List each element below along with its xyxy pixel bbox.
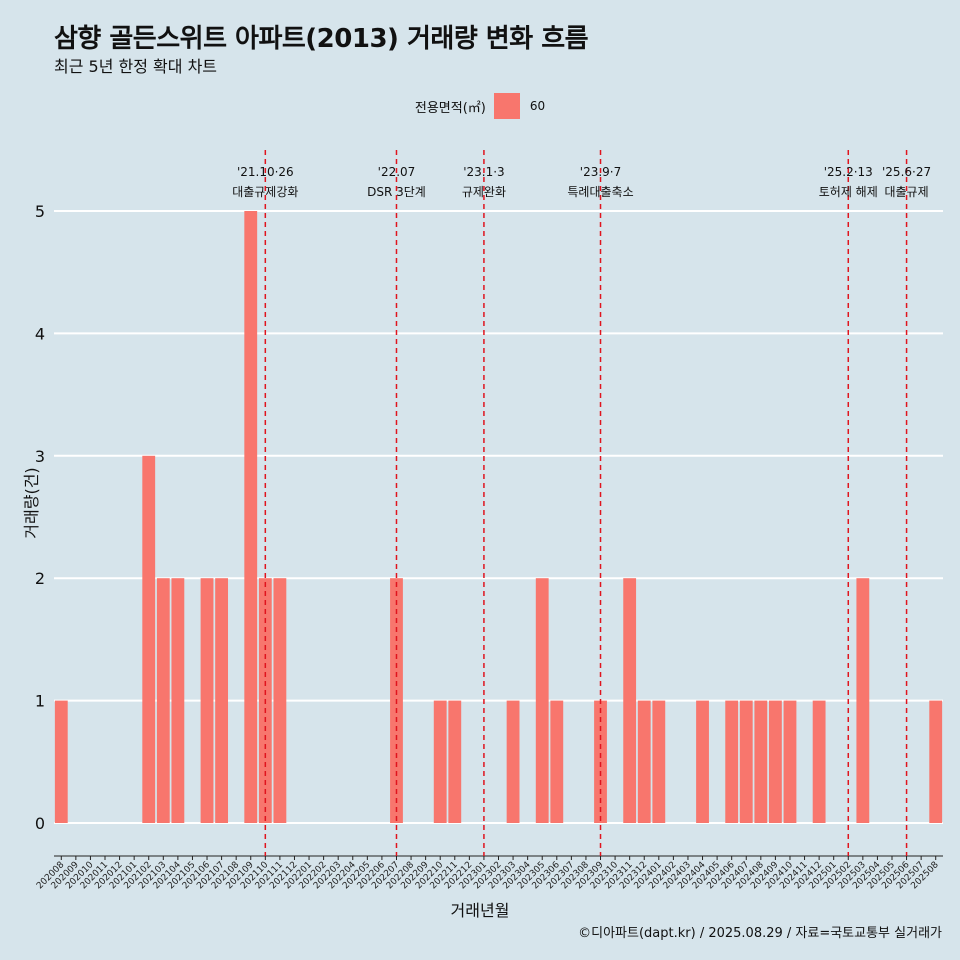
bar: [142, 455, 156, 823]
y-tick-label: 0: [35, 814, 45, 833]
chart-title: 삼향 골든스위트 아파트(2013) 거래량 변화 흐름: [54, 24, 589, 54]
chart-subtitle: 최근 5년 한정 확대 차트: [54, 57, 218, 76]
annotation-date: '22.07: [378, 165, 416, 179]
bar: [273, 578, 287, 823]
bar: [652, 700, 666, 823]
bar: [623, 578, 637, 823]
bar: [725, 700, 739, 823]
annotation-date: '25.6·27: [882, 165, 931, 179]
bar: [54, 700, 68, 823]
bar: [637, 700, 651, 823]
bar: [812, 700, 826, 823]
bar: [594, 700, 607, 823]
bar: [696, 700, 709, 823]
annotation-label: 규제완화: [462, 185, 506, 199]
source-caption: ©디아파트(dapt.kr) / 2025.08.29 / 자료=국토교통부 실…: [578, 926, 942, 941]
bar: [535, 578, 549, 823]
annotation-date: '23.9·7: [580, 165, 621, 179]
y-tick-label: 4: [35, 324, 45, 343]
bar: [244, 211, 258, 823]
bar: [856, 578, 870, 823]
annotation-date: '25.2·13: [824, 165, 873, 179]
bar: [739, 700, 753, 823]
bar: [550, 700, 564, 823]
bar: [171, 578, 185, 823]
bar: [433, 700, 447, 823]
annotation-label: 토허제 해제: [819, 185, 878, 199]
bar: [783, 700, 797, 823]
annotation-label: DSR 3단계: [367, 185, 426, 199]
annotation-label: 대출규제: [884, 185, 928, 199]
annotation-label: 대출규제강화: [232, 185, 298, 199]
bar: [754, 700, 768, 823]
x-axis-label: 거래년월: [450, 901, 510, 920]
bar: [768, 700, 782, 823]
bar: [448, 700, 462, 823]
bar: [200, 578, 214, 823]
y-tick-label: 3: [35, 447, 45, 466]
annotation-date: '23.1·3: [463, 165, 504, 179]
bar: [929, 700, 943, 823]
legend-title: 전용면적(㎡): [414, 100, 486, 116]
bar: [215, 578, 229, 823]
y-axis-label: 거래량(건): [22, 467, 41, 539]
annotation-label: 특례대출축소: [567, 185, 633, 199]
legend-swatch: [493, 93, 520, 119]
annotation-date: '21.10·26: [237, 165, 294, 179]
legend: 전용면적(㎡) 60: [0, 93, 960, 119]
y-tick-label: 5: [35, 202, 45, 221]
bar: [156, 578, 170, 823]
legend-label: 60: [529, 99, 546, 113]
bar: [506, 700, 520, 823]
y-tick-label: 1: [35, 692, 45, 711]
y-tick-label: 2: [35, 569, 45, 588]
